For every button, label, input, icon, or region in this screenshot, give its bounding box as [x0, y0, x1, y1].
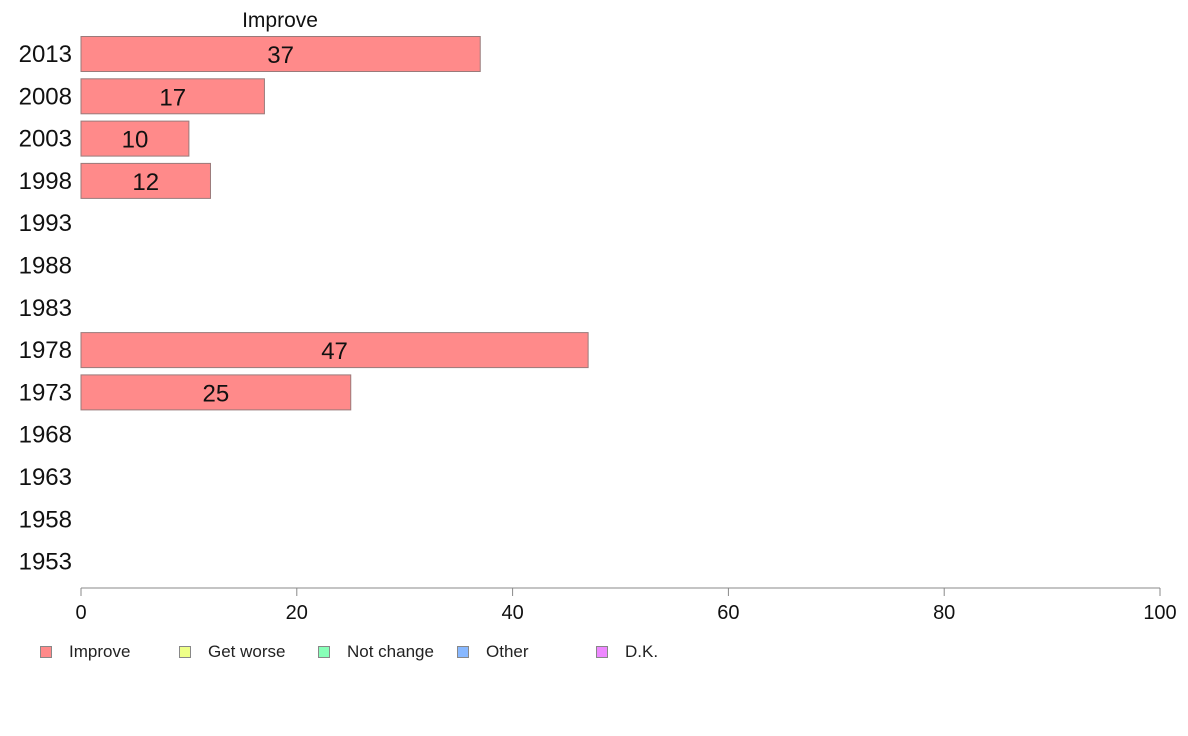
chart-title: Improve	[242, 9, 318, 32]
bar	[80, 162, 211, 199]
legend-item-get-worse: Get worse	[179, 642, 285, 662]
legend-item-not-change: Not change	[318, 642, 434, 662]
data-label: 10	[122, 127, 149, 154]
bar	[80, 332, 589, 369]
category-label: 2008	[19, 83, 72, 110]
legend-swatch-not-change	[318, 646, 330, 658]
category-label: 1998	[19, 168, 72, 195]
category-label: 1983	[19, 295, 72, 322]
category-label: 2013	[19, 41, 72, 68]
legend-label: Get worse	[208, 642, 286, 661]
legend-label: Improve	[69, 642, 131, 661]
legend-label: Other	[486, 642, 529, 661]
x-axis: 0 20 40 60 80 100	[75, 587, 1177, 624]
legend-swatch-get-worse	[179, 646, 191, 658]
legend-swatch-improve	[40, 646, 52, 658]
category-label: 1953	[19, 549, 72, 576]
bar	[80, 36, 481, 72]
x-tick-label: 0	[75, 602, 86, 624]
category-label: 2003	[19, 126, 72, 153]
category-label: 1958	[19, 506, 72, 533]
data-label: 25	[203, 380, 230, 407]
legend: Improve Get worse Not change Other D.K.	[40, 642, 740, 662]
bar	[80, 78, 265, 115]
category-label: 1993	[19, 210, 72, 237]
bar	[80, 374, 352, 411]
x-tick-label: 100	[1143, 602, 1176, 624]
legend-item-improve: Improve	[40, 642, 130, 662]
category-label: 1973	[19, 379, 72, 406]
legend-item-other: Other	[457, 642, 529, 662]
legend-label: D.K.	[625, 642, 659, 661]
legend-label: Not change	[347, 642, 434, 661]
category-labels: 2013 2008 2003 1998 1993 1988 1983 1978 1973 1968…	[19, 41, 72, 576]
bars-group: 37 17 10 12 47 25	[80, 36, 589, 411]
category-label: 1968	[19, 422, 72, 449]
x-tick-label: 20	[286, 602, 308, 624]
x-tick-label: 80	[933, 602, 955, 624]
category-label: 1963	[19, 464, 72, 491]
data-label: 37	[267, 42, 294, 69]
x-tick-label: 40	[501, 602, 523, 624]
category-label: 1978	[19, 337, 72, 364]
legend-swatch-dk	[596, 646, 608, 658]
legend-item-dk: D.K.	[596, 642, 658, 662]
x-tick-label: 60	[717, 602, 739, 624]
data-label: 17	[159, 84, 186, 111]
bar	[80, 120, 190, 157]
legend-swatch-other	[457, 646, 469, 658]
data-label: 47	[321, 338, 348, 365]
data-label: 12	[132, 169, 159, 196]
category-label: 1988	[19, 253, 72, 280]
